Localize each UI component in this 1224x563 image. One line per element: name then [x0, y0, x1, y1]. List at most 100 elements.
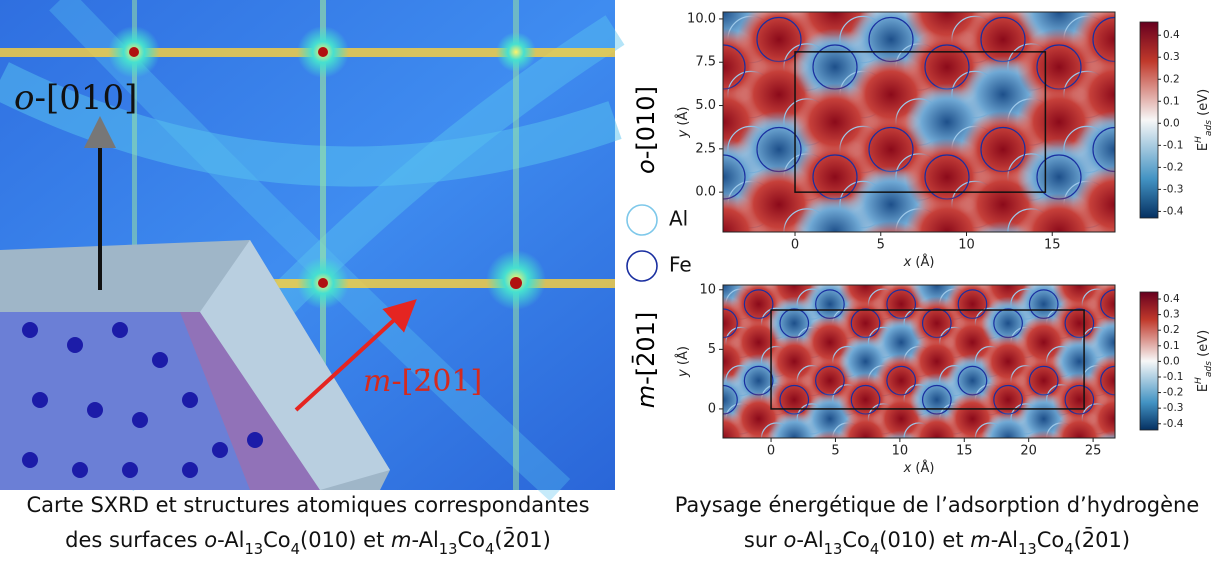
- text-run: m: [363, 364, 391, 399]
- y-axis-label: y (Å): [675, 346, 691, 378]
- colorbar-label: EHads (eV): [1194, 89, 1214, 151]
- colorbar-tick-label: -0.3: [1163, 183, 1184, 195]
- colorbar-tick-label: 0.3: [1163, 51, 1180, 63]
- y-tick-label: 0.0: [695, 185, 716, 200]
- colorbar-tick-label: 0.1: [1163, 340, 1180, 352]
- plot-frame: [722, 11, 1116, 233]
- text-run: -[2̄01]: [631, 312, 660, 385]
- plot-frame: [722, 284, 1116, 439]
- colorbar-label: EHads (eV): [1194, 330, 1214, 392]
- colorbar-tick-label: 0.4: [1163, 293, 1180, 305]
- colorbar-tick-label: 0.1: [1163, 95, 1180, 107]
- text-run: Co: [842, 528, 870, 552]
- colorbar-tick-label: -0.4: [1163, 418, 1184, 430]
- text-run: 13: [1018, 541, 1037, 558]
- x-tick-label: 0: [767, 444, 775, 459]
- text-run: (Å): [675, 346, 691, 369]
- unit-cell: [770, 309, 1085, 410]
- text-run: -[010]: [632, 86, 660, 159]
- heatmap-image: [723, 285, 1115, 438]
- text-run: 13: [439, 541, 458, 558]
- text-run: -[010]: [34, 78, 137, 118]
- y-tick-label: 0: [708, 401, 716, 416]
- colorbar-tick-label: -0.1: [1163, 139, 1184, 151]
- unit-cell: [794, 51, 1047, 193]
- text-run: 4: [870, 541, 879, 558]
- text-run: x: [903, 255, 912, 270]
- y-tick-label: 10: [699, 282, 716, 297]
- y-tick-label: 2.5: [695, 141, 716, 156]
- text-run: sur: [744, 528, 784, 552]
- colorbar-tick-label: 0.3: [1163, 309, 1180, 321]
- text-run: Co: [263, 528, 291, 552]
- axis-label: o-[010]: [14, 78, 137, 118]
- text-run: o: [783, 528, 796, 552]
- colorbar-tick-label: -0.3: [1163, 402, 1184, 414]
- text-run: (Å): [675, 107, 691, 130]
- text-run: Co: [1037, 528, 1065, 552]
- text-run: y: [676, 129, 691, 138]
- text-run: o: [204, 528, 217, 552]
- caption-line: sur o-Al13Co4(010) et m-Al13Co4(2̄01): [744, 527, 1130, 557]
- text-run: -Al: [217, 528, 244, 552]
- x-tick-label: 0: [791, 238, 799, 253]
- text-run: E: [1196, 384, 1211, 392]
- text-run: -[2̄01]: [391, 364, 482, 399]
- text-run: Carte SXRD et structures atomiques corre…: [26, 493, 589, 517]
- text-run: ads: [1204, 120, 1214, 136]
- text-run: y: [676, 369, 691, 378]
- heatmap-image: [723, 12, 1115, 232]
- x-tick-label: 10: [892, 444, 909, 459]
- text-run: (2̄01): [1074, 527, 1130, 552]
- axis-label: m-[2̄01]: [363, 364, 482, 399]
- legend-marker: [626, 204, 658, 236]
- text-run: 4: [291, 541, 300, 558]
- text-run: -Al: [796, 528, 823, 552]
- text-run: 4: [485, 541, 494, 558]
- x-tick-label: 5: [831, 444, 839, 459]
- x-tick-label: 20: [1020, 444, 1037, 459]
- x-tick-label: 25: [1085, 444, 1102, 459]
- x-axis-label: x (Å): [903, 460, 935, 476]
- y-tick-label: 5: [708, 342, 716, 357]
- text-run: 13: [244, 541, 263, 558]
- text-run: ads: [1204, 361, 1214, 377]
- text-run: (010) et: [300, 528, 391, 552]
- colorbar-tick-label: 0.2: [1163, 73, 1180, 85]
- x-tick-label: 10: [958, 238, 975, 253]
- text-run: des surfaces: [65, 528, 204, 552]
- colorbar-tick-label: -0.2: [1163, 161, 1184, 173]
- colorbar-tick-label: -0.1: [1163, 371, 1184, 383]
- text-run: (010) et: [879, 528, 970, 552]
- text-run: o: [14, 78, 34, 118]
- x-tick-label: 15: [1044, 238, 1061, 253]
- text-run: 4: [1064, 541, 1073, 558]
- text-run: (2̄01): [494, 527, 550, 552]
- text-run: (eV): [1196, 330, 1211, 361]
- colorbar-tick-label: -0.4: [1163, 205, 1184, 217]
- text-run: H: [1194, 136, 1204, 143]
- panel-label: o-[010]: [632, 86, 660, 174]
- text-run: (Å): [911, 254, 934, 270]
- caption-line: Paysage énergétique de l’adsorption d’hy…: [675, 493, 1200, 517]
- heatmap-panel: 0 5 10 150.02.55.07.510.0x (Å)y (Å)o-[010]0…: [632, 11, 1214, 270]
- text-run: -Al: [411, 528, 438, 552]
- x-axis-label: x (Å): [903, 254, 935, 270]
- caption-line: Carte SXRD et structures atomiques corre…: [26, 493, 589, 517]
- text-run: (Å): [911, 460, 934, 476]
- y-tick-label: 5.0: [695, 98, 716, 113]
- colorbar: [1139, 291, 1159, 431]
- y-tick-label: 7.5: [695, 55, 716, 70]
- x-tick-label: 15: [956, 444, 973, 459]
- colorbar: [1139, 21, 1159, 219]
- caption-line: des surfaces o-Al13Co4(010) et m-Al13Co4…: [65, 527, 551, 557]
- text-run: Paysage énergétique de l’adsorption d’hy…: [675, 493, 1200, 517]
- colorbar-tick-label: -0.2: [1163, 387, 1184, 399]
- text-run: m: [632, 385, 660, 408]
- captions: Carte SXRD et structures atomiques corre…: [26, 493, 1199, 558]
- text-run: H: [1194, 377, 1204, 384]
- x-tick-label: 5: [877, 238, 885, 253]
- legend-label: Fe: [669, 253, 692, 277]
